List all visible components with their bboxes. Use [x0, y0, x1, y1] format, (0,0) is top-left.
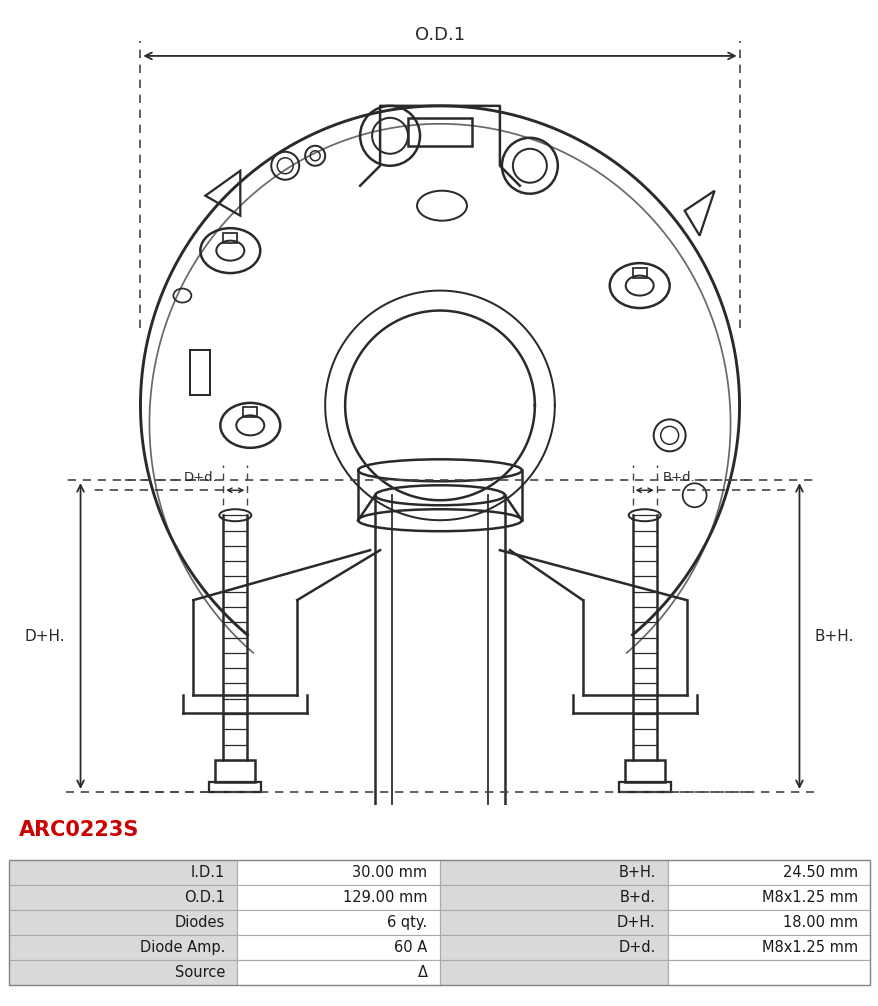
Bar — [632, 268, 646, 278]
Bar — [667, 859, 869, 884]
Text: D+d.: D+d. — [184, 471, 217, 484]
Text: 60 A: 60 A — [393, 940, 427, 955]
Bar — [9, 935, 237, 960]
Text: Diode Amp.: Diode Amp. — [140, 940, 225, 955]
Bar — [439, 884, 667, 909]
Bar — [209, 782, 261, 792]
Text: Diodes: Diodes — [175, 914, 225, 930]
Bar — [9, 884, 237, 909]
Bar — [618, 782, 670, 792]
Text: 24.50 mm: 24.50 mm — [782, 864, 857, 879]
Bar — [243, 407, 257, 417]
Text: M8x1.25 mm: M8x1.25 mm — [761, 940, 857, 955]
Bar — [667, 884, 869, 909]
Text: O.D.1: O.D.1 — [184, 889, 225, 904]
Bar — [237, 859, 439, 884]
Bar — [237, 909, 439, 935]
Text: O.D.1: O.D.1 — [414, 26, 464, 44]
Text: B+d.: B+d. — [662, 471, 694, 484]
Bar — [667, 909, 869, 935]
Text: M8x1.25 mm: M8x1.25 mm — [761, 889, 857, 904]
Text: 6 qty.: 6 qty. — [387, 914, 427, 930]
Text: D+d.: D+d. — [617, 940, 655, 955]
Bar — [9, 859, 237, 884]
Bar — [237, 960, 439, 985]
Bar — [223, 232, 237, 242]
Text: 18.00 mm: 18.00 mm — [782, 914, 857, 930]
Bar — [215, 760, 255, 782]
Text: B+H.: B+H. — [814, 629, 853, 644]
Text: D+H.: D+H. — [25, 629, 66, 644]
Bar — [439, 935, 667, 960]
Bar — [237, 884, 439, 909]
Bar — [624, 760, 664, 782]
Text: B+d.: B+d. — [619, 889, 655, 904]
Text: I.D.1: I.D.1 — [191, 864, 225, 879]
Text: ARC0223S: ARC0223S — [19, 821, 140, 840]
Bar — [237, 935, 439, 960]
Bar — [667, 935, 869, 960]
Bar — [9, 960, 237, 985]
Bar — [9, 859, 869, 985]
Text: 30.00 mm: 30.00 mm — [352, 864, 427, 879]
Text: Δ: Δ — [417, 965, 427, 980]
Bar — [439, 960, 667, 985]
Text: D+H.: D+H. — [616, 914, 655, 930]
Bar — [9, 909, 237, 935]
Bar — [191, 350, 210, 395]
Text: B+H.: B+H. — [617, 864, 655, 879]
Text: Source: Source — [175, 965, 225, 980]
Text: 129.00 mm: 129.00 mm — [342, 889, 427, 904]
Bar — [667, 960, 869, 985]
Bar — [439, 859, 667, 884]
Bar — [439, 909, 667, 935]
Text: I.D.1: I.D.1 — [419, 878, 460, 896]
Bar — [407, 118, 471, 146]
